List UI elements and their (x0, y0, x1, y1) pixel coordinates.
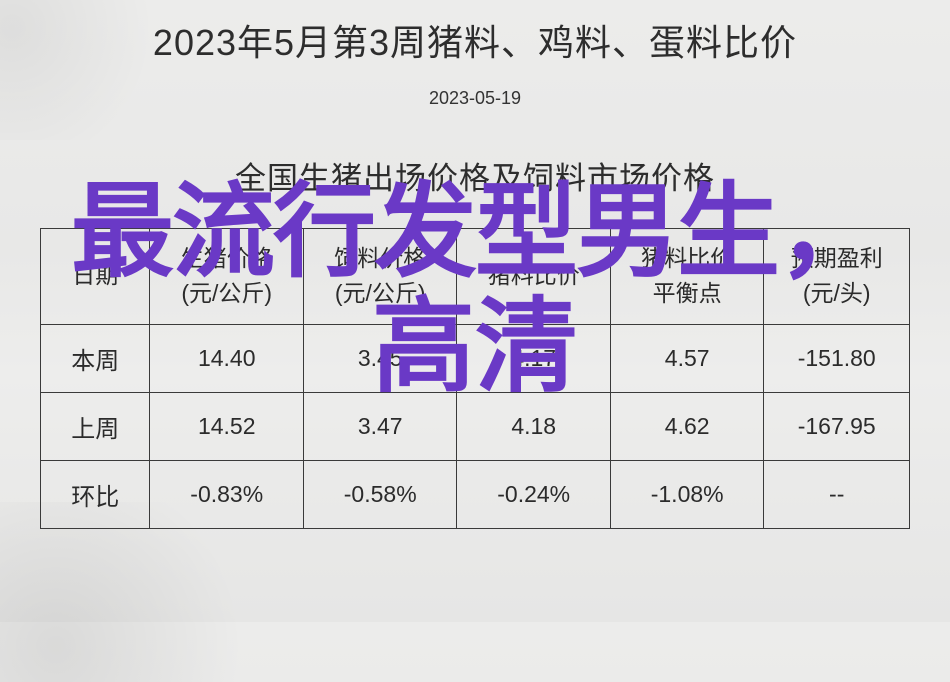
header-col-5: 预期盈利 (元/头) (764, 229, 910, 325)
row-label: 环比 (41, 461, 150, 529)
header-col-1-line1: 生猪价格 (154, 241, 298, 276)
table-cell: -- (764, 461, 910, 529)
table-row: 本周 14.40 3.45 4.17 4.57 -151.80 (41, 325, 910, 393)
table-cell: -0.24% (457, 461, 610, 529)
row-label: 上周 (41, 393, 150, 461)
header-col-1: 生猪价格 (元/公斤) (150, 229, 303, 325)
header-col-4-line2: 平衡点 (615, 276, 759, 311)
table-cell: 4.17 (457, 325, 610, 393)
header-col-1-line2: (元/公斤) (154, 276, 298, 311)
table-cell: 4.57 (610, 325, 763, 393)
row-label: 本周 (41, 325, 150, 393)
table-row: 上周 14.52 3.47 4.18 4.62 -167.95 (41, 393, 910, 461)
header-col-2-line2: (元/公斤) (308, 276, 452, 311)
table-cell: 4.62 (610, 393, 763, 461)
header-col-2: 饲料价格 (元/公斤) (303, 229, 456, 325)
table-cell: -1.08% (610, 461, 763, 529)
table-cell: -0.83% (150, 461, 303, 529)
table-cell: -151.80 (764, 325, 910, 393)
table-cell: 14.40 (150, 325, 303, 393)
page-date: 2023-05-19 (40, 88, 910, 109)
table-cell: 3.47 (303, 393, 456, 461)
header-col-3-line1: 猪料比价 (461, 258, 605, 293)
table-row: 环比 -0.83% -0.58% -0.24% -1.08% -- (41, 461, 910, 529)
bg-vignette-bottom (0, 502, 280, 682)
table-cell: -0.58% (303, 461, 456, 529)
table-title: 全国生猪出场价格及饲料市场价格 (40, 153, 910, 198)
table-wrap: 日期 生猪价格 (元/公斤) 饲料价格 (元/公斤) 猪料比价 猪料比价 (40, 228, 910, 529)
table-cell: 14.52 (150, 393, 303, 461)
table-cell: 3.45 (303, 325, 456, 393)
page-container: 2023年5月第3周猪料、鸡料、蛋料比价 2023-05-19 全国生猪出场价格… (0, 0, 950, 529)
header-col-5-line2: (元/头) (768, 276, 905, 311)
header-col-2-line1: 饲料价格 (308, 241, 452, 276)
header-col-5-line1: 预期盈利 (768, 241, 905, 276)
header-date: 日期 (41, 229, 150, 325)
table-cell: 4.18 (457, 393, 610, 461)
table-cell: -167.95 (764, 393, 910, 461)
price-table: 日期 生猪价格 (元/公斤) 饲料价格 (元/公斤) 猪料比价 猪料比价 (40, 228, 910, 529)
header-col-4: 猪料比价 平衡点 (610, 229, 763, 325)
header-col-3: 猪料比价 (457, 229, 610, 325)
header-col-4-line1: 猪料比价 (615, 241, 759, 276)
table-header-row: 日期 生猪价格 (元/公斤) 饲料价格 (元/公斤) 猪料比价 猪料比价 (41, 229, 910, 325)
page-title: 2023年5月第3周猪料、鸡料、蛋料比价 (40, 14, 910, 66)
